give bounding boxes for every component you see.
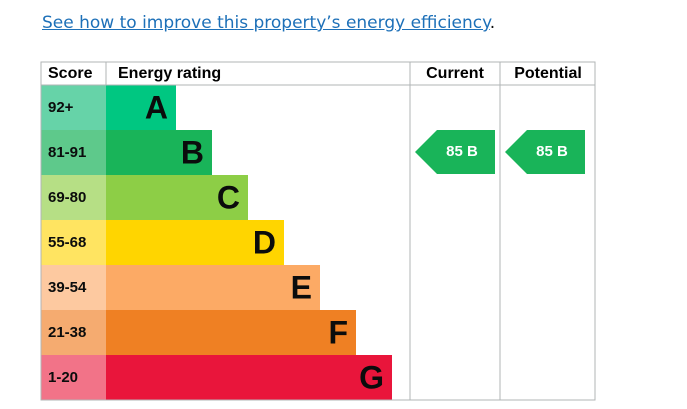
score: 21-38 <box>48 324 86 341</box>
rating-bar <box>106 85 176 130</box>
score-cell <box>41 85 106 130</box>
score: 1-20 <box>48 369 78 386</box>
score-cell <box>41 220 106 265</box>
rating-bar <box>106 220 284 265</box>
current-rating: 85 B <box>446 143 478 160</box>
score-cell <box>41 130 106 175</box>
score-cell <box>41 265 106 310</box>
score: 55-68 <box>48 234 86 251</box>
score-cell <box>41 175 106 220</box>
header: Current <box>426 65 484 82</box>
header: Potential <box>514 65 582 82</box>
score: 81-91 <box>48 144 86 161</box>
letter: D <box>253 224 276 260</box>
letter: C <box>217 179 240 215</box>
letter: B <box>181 134 204 170</box>
link-line: See how to improve this property’s energ… <box>42 13 495 33</box>
potential-arrow <box>505 130 585 174</box>
potential-rating: 85 B <box>536 143 568 160</box>
rating-bar <box>106 175 248 220</box>
score: 92+ <box>48 99 74 116</box>
rating-bar <box>106 130 212 175</box>
score-cell <box>41 310 106 355</box>
header: Score <box>48 65 93 82</box>
score: 39-54 <box>48 279 87 296</box>
header: Energy rating <box>118 65 221 82</box>
improve-link[interactable]: See how to improve this property’s energ… <box>42 13 490 33</box>
table-border <box>40 61 596 401</box>
letter: F <box>328 314 348 350</box>
rating-bar <box>106 310 356 355</box>
score: 69-80 <box>48 189 86 206</box>
letter: A <box>145 89 168 125</box>
current-arrow <box>415 130 495 174</box>
letter: G <box>359 359 384 395</box>
rating-bar <box>106 355 392 400</box>
letter: E <box>291 269 312 305</box>
score-cell <box>41 355 106 400</box>
rating-bar <box>106 265 320 310</box>
link-suffix: . <box>489 13 496 33</box>
